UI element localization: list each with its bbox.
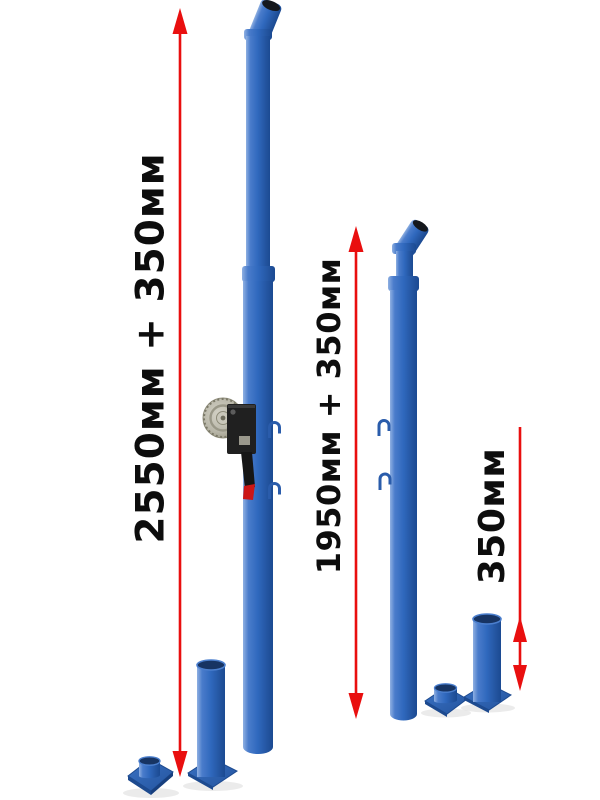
tall-post [242,0,282,754]
tall-post-lower-tube [243,281,273,754]
winch-bolt-icon [230,409,236,415]
sleeve-opening [472,613,502,625]
cap-opening [262,0,281,12]
short-post-upper-tube [396,251,413,278]
dimension-arrow-tall-post [172,8,188,777]
tall-post-height-label: 2550мм + 350мм [129,152,174,543]
socket-opening [138,756,161,766]
tall-post-upper-tube [246,36,270,270]
tall-post-collar [242,266,275,282]
winch-strap-tip [243,484,255,500]
sleeve-opening [196,659,226,671]
winch [202,397,256,500]
net-hook-icon [268,482,281,499]
dimension-arrow-short-post [348,226,364,719]
arrowhead-down-icon [348,693,364,719]
arrowhead-up-icon [172,8,188,34]
short-post-height-label: 1950мм + 350мм [310,258,348,575]
short-post [377,219,429,721]
floor-flange-cap [127,756,174,795]
net-hook-icon [268,421,281,438]
winch-label-plate [239,436,250,445]
sleeve-tube [473,619,501,702]
socket-opening [433,683,458,693]
dimension-arrow-sleeve [513,427,527,691]
cap-opening [412,220,428,232]
net-hook-icon [377,419,391,436]
short-post-collar [388,276,419,291]
floor-shadows [123,703,515,798]
ground-sleeve-tall-post [187,659,238,790]
sleeve-tube [197,665,225,777]
winch-strap [241,452,255,489]
floor-flange-cap [424,683,468,717]
ground-sleeve-short-post [462,613,512,713]
net-hook-icon [378,472,392,490]
short-post-tube [390,290,417,721]
arrowhead-down-icon [513,665,527,691]
arrowhead-down-icon [172,751,188,777]
sleeve-height-label: 350мм [472,448,513,585]
arrowhead-up-icon [348,226,364,252]
arrowhead-up-icon [513,616,527,642]
